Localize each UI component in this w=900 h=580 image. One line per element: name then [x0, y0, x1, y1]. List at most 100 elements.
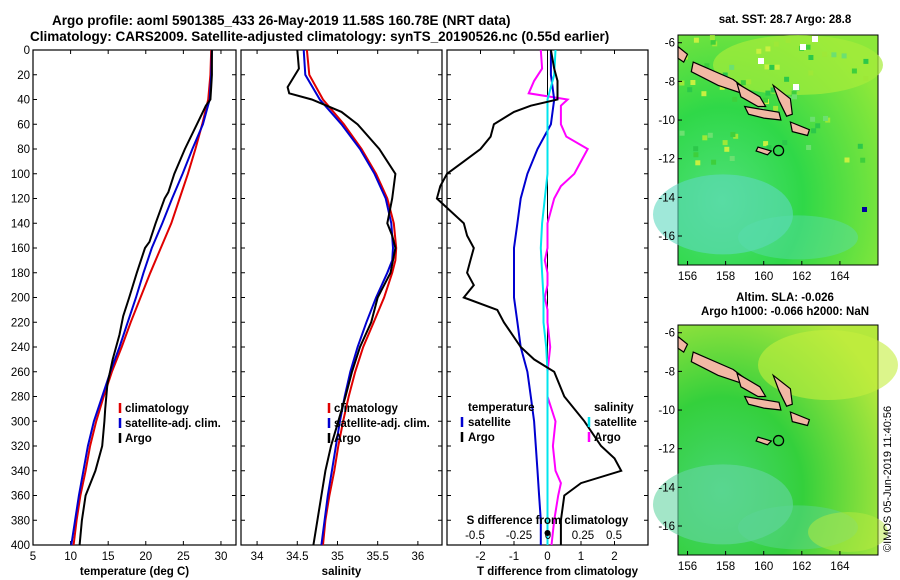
map-y-tick-label: -10	[658, 405, 675, 417]
zero-marker	[544, 530, 551, 536]
sst-pixel	[822, 51, 828, 57]
island	[789, 411, 811, 427]
temp-legend-label: satellite-adj. clim.	[125, 418, 221, 430]
sal-tick-label: 0.25	[572, 530, 594, 542]
temp-argo-line	[78, 50, 213, 546]
island	[789, 121, 811, 137]
map-x-tick-label: 162	[792, 271, 811, 283]
sst-pixel	[711, 159, 717, 165]
sst-pixel	[701, 91, 707, 97]
diff-legend-title-temperature: temperature	[468, 402, 534, 414]
sst-pixel	[693, 146, 699, 152]
y-tick-label: 80	[17, 144, 30, 156]
y-tick-label: 40	[17, 95, 30, 107]
warm-patch	[713, 35, 883, 95]
chart-title-line1: Argo profile: aoml 5901385_433 26-May-20…	[52, 13, 511, 28]
sal-diff-satellite-line	[539, 49, 557, 545]
map-x-tick-label: 158	[716, 561, 735, 573]
argo-float-marker	[772, 434, 785, 447]
temp-diff-satellite-line	[513, 50, 556, 545]
x-tick-label: 15	[102, 551, 115, 563]
island	[743, 105, 782, 121]
warm-patch	[758, 330, 898, 400]
sal-tick-label: 0.5	[606, 530, 622, 542]
temp-legend-label: Argo	[125, 433, 152, 445]
sst-pixel	[746, 79, 752, 85]
sst-pixel	[756, 48, 762, 54]
temp-diff-argo-line	[435, 49, 623, 545]
map-y-tick-label: -8	[665, 366, 675, 378]
sst-pixel	[707, 132, 713, 138]
island	[677, 45, 689, 63]
sst-pixel	[815, 123, 821, 129]
x-tick-label: -2	[475, 551, 485, 563]
sst-pixel	[862, 207, 867, 212]
sst-pixel	[732, 96, 738, 102]
sst-pixel	[808, 55, 814, 60]
warm-patch	[808, 512, 888, 552]
sst-pixel	[773, 41, 779, 47]
sst-pixel	[702, 135, 708, 141]
sst-pixel	[792, 94, 797, 100]
sst-pixel	[860, 157, 866, 163]
sst-pixel	[724, 146, 730, 152]
sal-legend-label: satellite-adj. clim.	[334, 418, 430, 430]
sal-tick-label: -0.5	[465, 530, 485, 542]
y-tick-label: 240	[11, 342, 30, 354]
island	[736, 372, 767, 398]
sst-pixel	[765, 46, 771, 52]
map-y-tick-label: -14	[658, 482, 675, 494]
sst-pixel	[823, 116, 828, 121]
y-tick-label: 320	[11, 441, 30, 453]
sst-pixel	[773, 105, 779, 111]
sst-pixel	[831, 52, 837, 58]
island	[771, 83, 793, 117]
sal-climatology-line	[305, 49, 398, 546]
sst-pixel	[770, 87, 776, 93]
map-y-tick-label: -12	[658, 444, 675, 456]
sst-map-title: sat. SST: 28.7 Argo: 28.8	[718, 14, 852, 26]
sal-legend-label: climatology	[334, 403, 399, 415]
island	[677, 335, 689, 353]
x-tick-label: -1	[509, 551, 519, 563]
x-tick-label: 0	[544, 551, 550, 563]
x-axis-label-temperature: temperature (deg C)	[80, 566, 189, 578]
cloud-pixel	[793, 84, 799, 90]
y-tick-label: 200	[11, 293, 30, 305]
y-tick-label: 60	[17, 119, 30, 131]
map-group-sst-map: 156 158 160 162 164 -6 -8 -10 -12 -14 -16	[653, 34, 883, 283]
sst-pixel	[811, 128, 817, 134]
diff-legend-title-salinity: salinity	[594, 402, 634, 414]
diff-legend-label: satellite	[594, 417, 637, 429]
sst-pixel	[693, 37, 699, 43]
diff-legend-label: satellite	[468, 417, 511, 429]
sst-pixel	[704, 63, 710, 69]
sst-pixel	[808, 70, 814, 76]
y-tick-label: 20	[17, 70, 30, 82]
cool-patch	[653, 174, 793, 255]
y-tick-label: 340	[11, 466, 30, 478]
cloud-pixel	[758, 58, 764, 64]
sst-pixel	[740, 80, 746, 86]
sst-pixel	[791, 90, 797, 96]
map-y-tick-label: -10	[658, 115, 675, 127]
map-y-tick-label: -6	[665, 328, 675, 340]
sal-legend-label: Argo	[334, 433, 361, 445]
sal-argo-line	[286, 49, 397, 546]
sst-pixel	[763, 97, 768, 103]
panel-frame-temperature	[32, 49, 237, 546]
sst-pixel	[693, 152, 699, 158]
island	[771, 373, 793, 407]
x-tick-label: 34	[251, 551, 264, 563]
sst-pixel	[729, 64, 735, 70]
sst-pixel	[782, 140, 788, 146]
sst-pixel	[679, 130, 685, 136]
y-tick-label: 400	[11, 540, 30, 552]
sla-map-title-line1: Altim. SLA: -0.026	[736, 292, 834, 304]
x-tick-label: 5	[30, 551, 36, 563]
map-x-tick-label: 160	[754, 561, 773, 573]
sst-pixel	[690, 80, 696, 85]
sst-pixel	[679, 80, 685, 86]
x-tick-label: 10	[64, 551, 77, 563]
